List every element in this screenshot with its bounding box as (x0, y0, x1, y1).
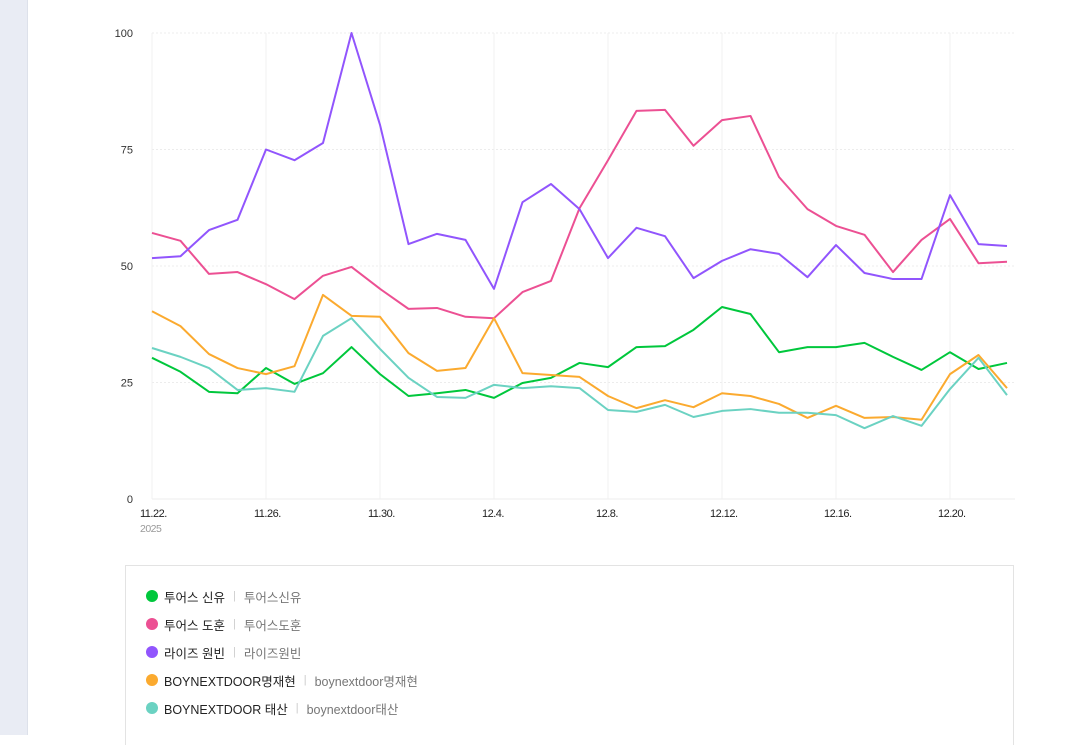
line-chart: 0 25 50 75 100 11.22. 11.26. 11.30. 12.4. 12.8. 12… (115, 28, 1015, 535)
x-tick-label: 12.12. (710, 508, 738, 520)
series-line (151, 306, 1008, 399)
legend-keywords: boynextdoor태산 (306, 702, 399, 717)
legend-label: BOYNEXTDOOR명재현 (164, 674, 296, 689)
x-tick-label: 12.4. (482, 508, 504, 520)
legend-separator: | (232, 646, 236, 658)
y-tick-label: 0 (127, 494, 133, 506)
x-tick-label: 11.26. (254, 508, 281, 520)
x-tick-label: 11.22. (140, 508, 167, 520)
legend-item[interactable]: BOYNEXTDOOR 태산 | boynextdoor태산 (126, 694, 1013, 722)
legend-dot-icon (146, 646, 158, 658)
y-tick-label: 75 (121, 145, 133, 157)
legend-separator: | (232, 618, 236, 630)
legend-dot-icon (146, 702, 158, 714)
legend-item[interactable]: 라이즈 원빈 | 라이즈원빈 (126, 638, 1013, 666)
legend-item[interactable]: 투어스 신유 | 투어스신유 (126, 582, 1013, 610)
x-tick-label: 11.30. (368, 508, 395, 520)
legend-separator: | (232, 590, 236, 602)
legend-label: 투어스 도훈 (164, 618, 225, 633)
series-line (151, 108, 1008, 320)
y-tick-label: 50 (121, 261, 133, 273)
legend-keywords: 투어스신유 (243, 590, 302, 605)
legend-keywords: 라이즈원빈 (243, 646, 302, 661)
legend-separator: | (303, 674, 307, 686)
series-line (151, 293, 1008, 421)
legend-dot-icon (146, 674, 158, 686)
legend-keywords: 투어스도훈 (243, 618, 302, 633)
legend-keywords: boynextdoor명재현 (314, 674, 418, 689)
series-line (151, 32, 1008, 290)
legend-item[interactable]: BOYNEXTDOOR명재현 | boynextdoor명재현 (126, 666, 1013, 694)
x-year-label: 2025 (140, 523, 162, 535)
legend-label: 투어스 신유 (164, 590, 225, 605)
series-line (151, 317, 1008, 430)
left-sidebar-strip (0, 0, 28, 735)
x-tick-label: 12.20. (938, 508, 966, 520)
legend-separator: | (295, 702, 299, 714)
y-tick-label: 100 (115, 28, 133, 40)
x-tick-label: 12.8. (596, 508, 618, 520)
x-tick-label: 12.16. (824, 508, 852, 520)
legend-dot-icon (146, 618, 158, 630)
legend-label: 라이즈 원빈 (164, 646, 225, 661)
legend-dot-icon (146, 590, 158, 602)
legend-label: BOYNEXTDOOR 태산 (164, 702, 288, 717)
y-tick-label: 25 (121, 378, 133, 390)
legend-item[interactable]: 투어스 도훈 | 투어스도훈 (126, 610, 1013, 638)
